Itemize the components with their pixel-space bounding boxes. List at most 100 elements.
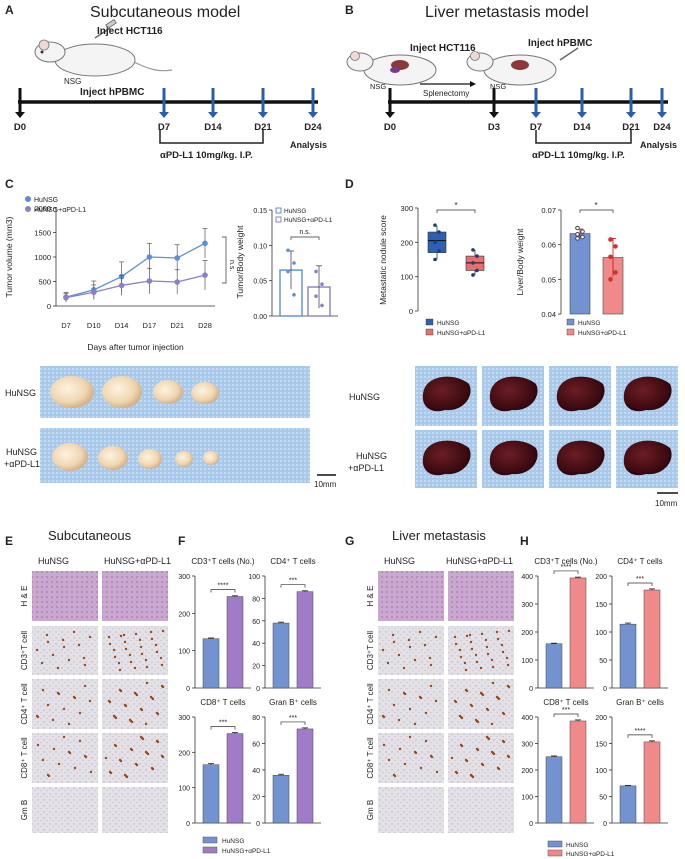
stained-cell <box>41 758 45 762</box>
photo-row-label: HuNSG <box>356 451 387 461</box>
data-point <box>292 293 296 297</box>
stained-cell <box>36 743 40 747</box>
y-tick-label: 500 <box>38 278 51 287</box>
treatment-label: αPD-L1 10mg/kg. I.P. <box>160 150 253 161</box>
x-axis-title: Days after tumor injection <box>87 342 184 352</box>
stained-cell <box>124 647 128 651</box>
stained-cell <box>57 692 61 696</box>
bar <box>202 638 220 689</box>
stained-cell <box>145 681 149 685</box>
stained-cell <box>490 722 494 726</box>
stained-cell <box>393 774 397 778</box>
chart-title: Gran B⁺ cells <box>269 698 317 707</box>
tumor-specimen <box>52 443 88 471</box>
stained-cell <box>119 689 123 693</box>
stained-cell <box>40 661 44 665</box>
mouse-icon <box>34 39 173 77</box>
stained-cell <box>45 633 49 637</box>
stained-cell <box>463 661 467 665</box>
stained-cell <box>78 711 82 715</box>
liver-specimen <box>556 376 605 412</box>
stained-cell <box>83 663 87 667</box>
data-point <box>575 231 580 237</box>
timeline-day-label: D7 <box>530 122 542 133</box>
ihc-column-label: HuNSG <box>384 556 415 566</box>
tumor-specimen <box>175 451 193 467</box>
ihc-image <box>32 571 98 621</box>
data-point <box>314 294 318 299</box>
panel-g-title: Liver metastasis <box>392 528 486 543</box>
stained-cell <box>46 640 50 644</box>
stained-cell <box>67 722 71 726</box>
y-tick-label: 80 <box>252 715 260 722</box>
splenectomy-label: Splenectomy <box>423 89 469 98</box>
legend-label: HuNSG+αPD-L1 <box>34 207 86 214</box>
legend-label: HuNSG <box>222 838 244 845</box>
stained-cell <box>140 652 144 656</box>
stained-cell <box>61 638 65 642</box>
scale-bar-label: 10mm <box>314 480 337 489</box>
cd8-bar-chart: CD8⁺ T cells 0 100 200 300 400 *** <box>521 698 594 828</box>
chart-title: CD4⁺ T cells <box>617 557 662 566</box>
liver-specimens <box>415 366 678 488</box>
stained-cell <box>151 697 155 701</box>
timeline-day-label: D24 <box>653 122 671 133</box>
significance-label: * <box>594 201 597 210</box>
stained-cell <box>506 663 510 667</box>
ihc-image <box>102 571 168 621</box>
y-tick-label: 0.10 <box>253 243 267 250</box>
stained-cell <box>397 718 401 722</box>
timeline-day-label: D14 <box>204 122 222 133</box>
significance-bracket <box>222 236 227 284</box>
photo-row-label: HuNSG <box>5 388 36 398</box>
treatment-bracket <box>535 130 632 144</box>
panel-letter-c: C <box>5 177 14 191</box>
data-point <box>613 270 618 275</box>
cd4-bar-chart: CD4⁺ T cells 0 20 40 60 80 100 *** <box>248 557 321 693</box>
stained-cell <box>470 647 474 651</box>
stained-cell <box>497 697 501 701</box>
liver-photo <box>415 366 678 488</box>
bar <box>296 728 314 824</box>
stained-cell <box>51 653 55 657</box>
data-point <box>118 282 125 289</box>
data-point <box>320 282 324 287</box>
stained-cell <box>428 656 432 660</box>
stained-cell <box>135 693 139 697</box>
tumor-photo <box>40 366 310 483</box>
stained-cell <box>149 630 153 634</box>
stained-cell <box>119 634 123 638</box>
mouse-label: NSG <box>370 82 386 91</box>
stained-cell <box>507 685 511 689</box>
y-tick-label: 200 <box>595 715 607 722</box>
timeline-day-label: D3 <box>488 122 500 133</box>
inject-hpbmc-label: Inject hPBMC <box>80 87 144 98</box>
data-point <box>433 240 437 245</box>
stained-cell <box>413 658 417 662</box>
y-tick-label: 1000 <box>34 253 51 262</box>
stained-cell <box>500 643 504 647</box>
significance-bracket <box>553 570 579 574</box>
y-tick-label: 100 <box>178 786 190 793</box>
liver-specimen <box>422 440 471 476</box>
data-point <box>471 273 475 277</box>
stained-cell <box>492 752 496 756</box>
bar <box>569 720 587 824</box>
legend-label: HuNSG+αPD-L1 <box>222 848 271 855</box>
ihc-image <box>378 679 444 729</box>
stained-cell <box>73 696 77 700</box>
tumor-specimen <box>153 380 183 404</box>
stained-cell <box>465 634 469 638</box>
tumor-specimen <box>191 382 219 404</box>
stained-cell <box>108 642 112 646</box>
ihc-column-label: HuNSG <box>38 556 69 566</box>
ihc-row-label: CD3⁺T cell <box>366 631 375 670</box>
stained-cell <box>403 692 407 696</box>
ihc-image <box>448 787 514 833</box>
y-tick-label: 100 <box>400 273 413 282</box>
stained-cell <box>159 656 163 660</box>
stained-cell <box>398 747 402 751</box>
inject-hpbmc-label: Inject hPBMC <box>528 38 592 49</box>
legend-label: HuNSG+αPD-L1 <box>437 330 486 337</box>
